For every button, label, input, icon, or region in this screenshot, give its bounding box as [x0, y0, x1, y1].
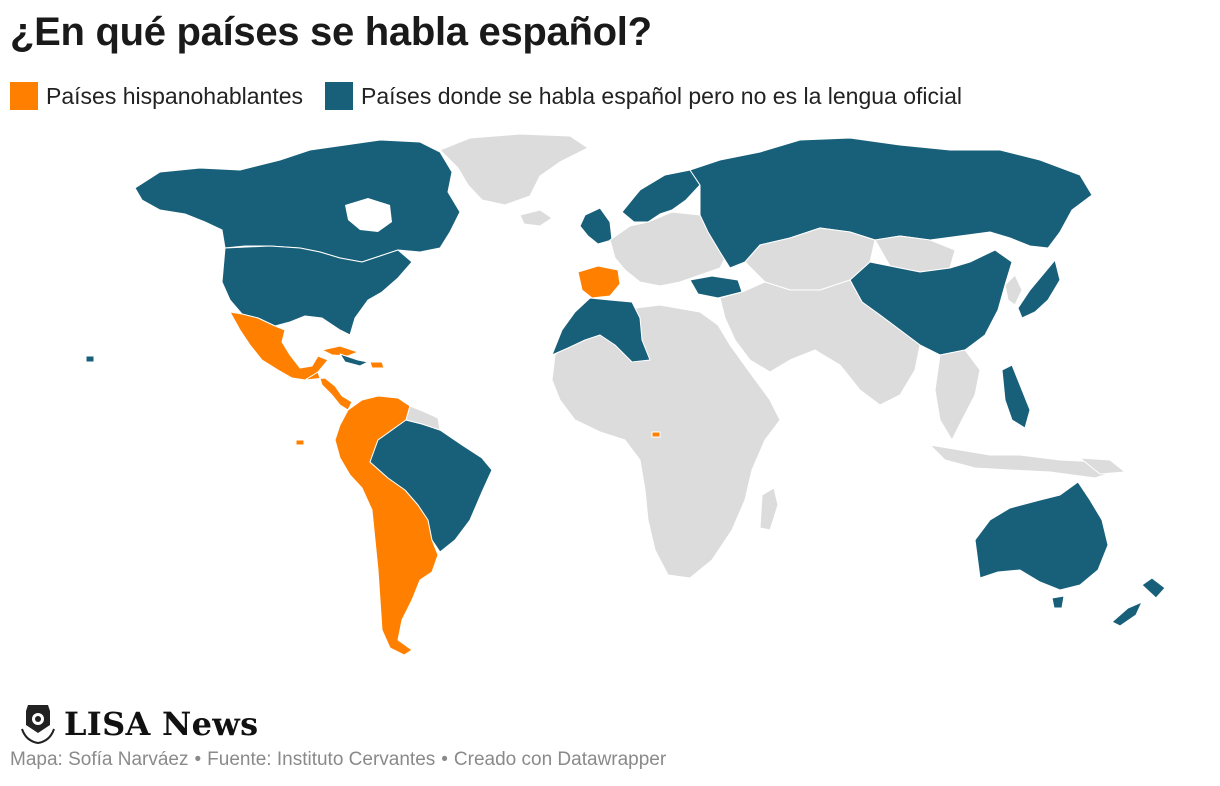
- region-scandinavia: [621, 169, 701, 223]
- footer-separator: •: [441, 749, 448, 770]
- region-philippines: [1001, 364, 1031, 429]
- logo-text: LISA News: [64, 705, 259, 743]
- region-europe: [609, 211, 729, 287]
- region-tasmania: [1051, 595, 1065, 609]
- region-southeast-asia: [934, 349, 981, 441]
- legend: Países hispanohablantes Países donde se …: [10, 82, 984, 110]
- legend-swatch-hispanic: [10, 82, 38, 110]
- footer: Mapa: Sofía Narváez • Fuente: Instituto Ce…: [10, 749, 666, 771]
- region-korea: [1004, 274, 1023, 306]
- region-hudson-bay: [345, 198, 392, 232]
- world-map: [85, 133, 1166, 656]
- region-russia: [689, 137, 1093, 269]
- region-galapagos: [295, 439, 305, 446]
- legend-item-hispanic: Países hispanohablantes: [10, 82, 303, 110]
- region-australia: [974, 481, 1109, 591]
- footer-source: Fuente: Instituto Cervantes: [207, 749, 436, 770]
- region-new-zealand-south: [1111, 601, 1143, 627]
- region-iceland: [519, 209, 553, 227]
- region-maghreb: [551, 297, 651, 363]
- region-caribbean-blue: [339, 353, 369, 367]
- region-dominican-republic: [369, 361, 385, 369]
- region-africa: [551, 304, 781, 579]
- legend-item-spoken: Países donde se habla español pero no es…: [325, 82, 962, 110]
- page-title: ¿En qué países se habla español?: [10, 10, 652, 54]
- region-canada-alaska: [134, 139, 461, 263]
- region-cuba: [321, 345, 359, 357]
- region-middle-east-south-asia: [719, 279, 921, 406]
- legend-label-hispanic: Países hispanohablantes: [46, 82, 304, 109]
- legend-label-spoken: Países donde se habla español pero no es…: [361, 82, 963, 109]
- legend-swatch-spoken: [325, 82, 354, 110]
- region-mexico: [229, 311, 329, 381]
- region-new-zealand: [1141, 577, 1166, 599]
- region-png: [1079, 457, 1126, 475]
- region-central-america: [304, 371, 353, 411]
- footer-map-author: Mapa: Sofía Narváez: [10, 749, 189, 770]
- footer-separator: •: [194, 749, 202, 770]
- footer-tool: Creado con Datawrapper: [453, 749, 667, 770]
- region-greenland: [439, 133, 589, 206]
- logo: LISA News: [18, 703, 258, 745]
- region-japan: [1017, 259, 1061, 319]
- region-hawaii: [85, 355, 95, 363]
- region-madagascar: [759, 487, 779, 531]
- region-spain: [577, 265, 621, 299]
- region-guianas: [405, 405, 441, 431]
- shield-crest-icon: [21, 705, 55, 745]
- region-uk-ireland: [579, 207, 613, 245]
- region-equatorial-guinea: [651, 431, 661, 438]
